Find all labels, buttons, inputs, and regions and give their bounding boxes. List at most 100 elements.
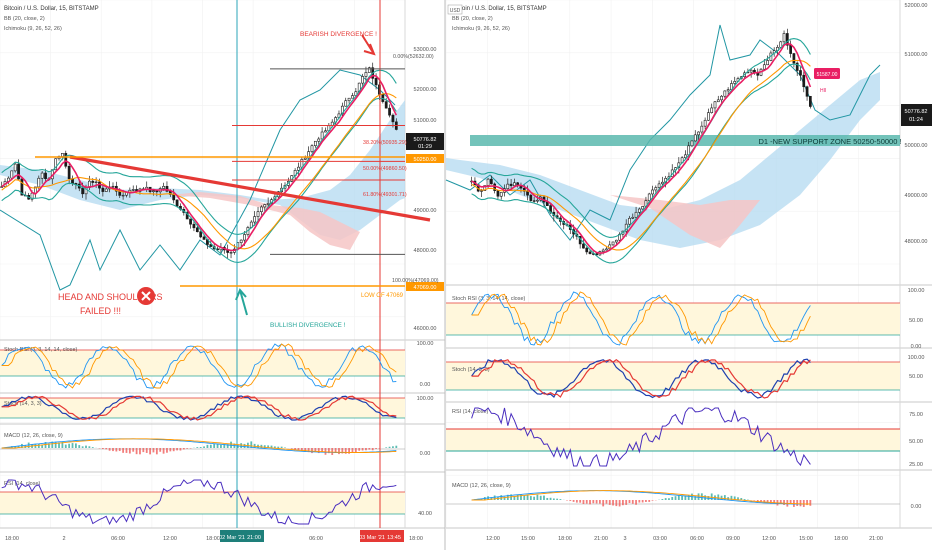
bearish-divergence-label: BEARISH DIVERGENCE !	[300, 31, 377, 38]
candle	[605, 248, 608, 251]
r-price-tick: 50000.00	[905, 143, 928, 149]
r-macd-tick: 0.00	[911, 504, 922, 510]
left-start-time-badge: 21:00	[247, 535, 261, 541]
candle	[499, 192, 503, 197]
macd-histogram-bar	[307, 448, 310, 453]
candle	[480, 190, 483, 192]
currency-badge-bg[interactable]	[447, 4, 463, 15]
candle	[795, 62, 799, 71]
candle	[713, 101, 717, 109]
macd-histogram-bar	[41, 444, 44, 448]
head-shoulders-label: HEAD AND SHOULDERS	[58, 292, 163, 302]
r-time-tick: 15:00	[521, 536, 535, 542]
candle	[601, 249, 605, 252]
candle	[64, 153, 68, 167]
r-time-tick: 18:00	[558, 536, 572, 542]
macd-histogram-bar	[733, 496, 736, 500]
candle	[651, 189, 654, 195]
macd-histogram-bar	[226, 444, 229, 448]
macd-histogram-bar	[559, 499, 562, 500]
left-support-badge: 50250.00	[414, 157, 437, 163]
left-end-date-badge-bg	[360, 530, 404, 542]
left-time-tick: 18:00	[5, 536, 19, 542]
macd-histogram-bar	[240, 443, 243, 448]
candle	[809, 95, 812, 107]
r-stoch-band	[446, 362, 900, 390]
candle	[388, 107, 391, 116]
oscillator-signal	[471, 291, 811, 346]
macd-histogram-bar	[760, 500, 762, 502]
ichimoku-conversion-line	[1, 74, 398, 252]
candle	[532, 200, 536, 202]
oscillator-signal	[1, 343, 397, 389]
macd-histogram-bar	[243, 443, 246, 448]
macd-histogram-bar	[351, 448, 354, 453]
candle	[209, 244, 213, 247]
high-badge: 51587.00	[817, 72, 838, 78]
support-zone[interactable]	[470, 135, 900, 146]
fib-retracement[interactable]	[232, 68, 405, 255]
candle	[496, 190, 500, 197]
macd-histogram-bar	[314, 448, 317, 452]
macd-histogram-bar	[338, 448, 340, 455]
macd-histogram-bar	[806, 500, 808, 506]
macd-histogram-bar	[128, 448, 131, 454]
macd-histogram-bar	[159, 448, 162, 452]
candle	[239, 239, 243, 244]
r-ichimoku-base-line	[471, 59, 811, 251]
macd-histogram-bar	[230, 441, 232, 448]
macd-line	[471, 490, 811, 505]
currency-badge[interactable]: USD	[450, 8, 461, 14]
head-shoulders-failed-label: FAILED !!!	[80, 306, 121, 316]
macd-histogram-bar	[628, 500, 631, 503]
candle	[799, 70, 802, 76]
left-stochrsi-label: Stoch RSI (3, 3, 14, 14, close)	[4, 347, 78, 353]
low-label: LOW OF 47069	[361, 293, 404, 299]
macd-histogram-bar	[674, 496, 677, 500]
macd-histogram-bar	[392, 446, 394, 448]
macd-histogram-bar	[199, 447, 202, 448]
candle	[513, 182, 516, 186]
macd-histogram-bar	[753, 500, 756, 501]
macd-histogram-bar	[54, 441, 57, 448]
r-rsi-band	[446, 429, 900, 451]
left-support-badge-bg	[406, 154, 444, 163]
macd-histogram-bar	[81, 446, 84, 448]
r-stoch-tick: 100.00	[908, 355, 925, 361]
r-time-tick: 12:00	[762, 536, 776, 542]
r-current-price: 50776.82	[905, 109, 928, 115]
candle	[631, 216, 635, 219]
macd-histogram-bar	[717, 494, 720, 500]
macd-histogram-bar	[216, 443, 219, 448]
macd-histogram-bar	[118, 448, 121, 452]
macd-histogram-bar	[569, 500, 572, 501]
macd-histogram-bar	[182, 448, 185, 450]
candle	[506, 183, 510, 189]
macd-histogram-bar	[595, 500, 598, 504]
macd-histogram-bar	[671, 496, 674, 500]
fib-label-100: 100.00%(47069.00)	[392, 278, 439, 284]
r-candle-timer: 01:24	[909, 117, 923, 123]
r-ichimoku-cloud-bear	[610, 195, 760, 248]
right-oscillators	[471, 291, 812, 507]
macd-histogram-bar	[354, 448, 357, 453]
left-time-tick: 06:00	[309, 536, 323, 542]
candle	[707, 112, 710, 121]
r-stochrsi-tick: 50.00	[909, 318, 923, 324]
candle	[297, 166, 300, 171]
left-time-tick: 18:00	[206, 536, 220, 542]
macd-histogram-bar	[615, 500, 618, 507]
r-price-tick: 48000.00	[905, 239, 928, 245]
neckline-trendline[interactable]	[69, 155, 431, 222]
candle	[703, 119, 707, 127]
candle	[347, 97, 351, 102]
macd-histogram-bar	[677, 495, 680, 500]
candle	[10, 170, 14, 179]
oscillator-line	[471, 291, 811, 346]
macd-histogram-bar	[135, 448, 138, 455]
r-time-tick: 21:00	[594, 536, 608, 542]
macd-histogram-bar	[317, 448, 320, 454]
macd-histogram-bar	[125, 448, 128, 453]
candle	[256, 211, 260, 217]
ichimoku-base-line	[1, 92, 397, 250]
